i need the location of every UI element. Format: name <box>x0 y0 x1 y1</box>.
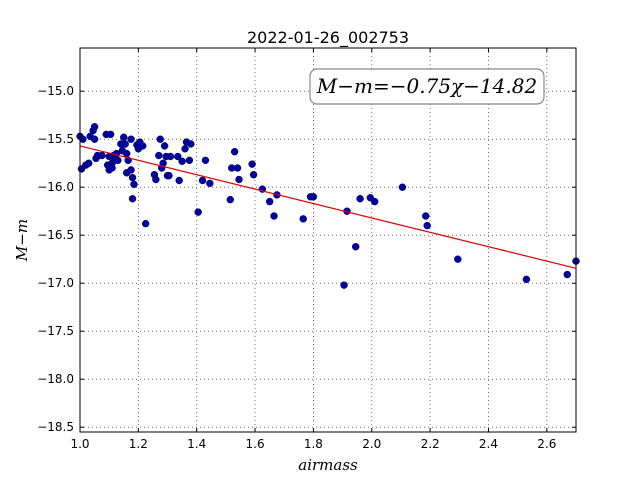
data-point <box>187 140 195 148</box>
data-point <box>178 157 186 165</box>
data-point <box>130 180 138 189</box>
data-point <box>206 179 214 188</box>
data-point <box>249 171 258 179</box>
data-point <box>106 130 115 139</box>
data-point <box>175 176 183 185</box>
data-point <box>156 135 164 143</box>
data-point <box>248 160 256 168</box>
data-point <box>522 275 531 284</box>
data-point <box>309 193 318 201</box>
data-point <box>201 156 210 165</box>
data-point <box>398 183 407 191</box>
data-point <box>423 221 431 230</box>
data-point <box>122 149 131 158</box>
data-point <box>165 171 173 180</box>
data-point <box>127 166 135 174</box>
data-point <box>370 197 379 206</box>
data-point <box>141 219 150 228</box>
data-point <box>226 195 234 204</box>
x-tick-label: 1.6 <box>246 437 265 451</box>
data-point <box>139 142 147 150</box>
fit-line-group <box>79 145 577 269</box>
data-point <box>174 152 182 161</box>
data-point <box>114 156 122 165</box>
data-point <box>230 147 239 156</box>
data-point <box>233 164 242 172</box>
data-point <box>454 255 462 263</box>
data-point <box>85 159 93 167</box>
data-point <box>155 151 163 160</box>
data-point <box>127 135 135 143</box>
data-point <box>270 212 278 220</box>
data-point <box>340 281 348 289</box>
axis-ticks: 1.0 1.2 1.4 1.6 1.8 2.0 2.2 2.4 2.6 −15.0 −15.5 −16… <box>37 48 576 451</box>
annotation-box <box>309 68 545 105</box>
data-point <box>90 135 99 143</box>
y-tick-label: −18.0 <box>37 372 74 386</box>
data-point <box>198 176 207 185</box>
data-points <box>76 123 580 289</box>
data-point <box>108 164 116 172</box>
y-tick-label: −15.5 <box>37 132 74 146</box>
y-tick-label: −16.0 <box>37 180 74 194</box>
y-tick-label: −16.5 <box>37 228 74 242</box>
fit-line <box>79 145 577 269</box>
x-axis-label: airmass <box>298 456 358 474</box>
data-point <box>356 195 364 203</box>
data-point <box>120 133 128 141</box>
data-point <box>160 142 169 150</box>
data-point <box>299 215 307 223</box>
fit-annotation: M−m=−0.75χ−14.82 <box>309 68 545 105</box>
y-tick-label: −17.5 <box>37 324 74 338</box>
data-point <box>128 195 137 203</box>
data-point <box>235 175 243 184</box>
data-point <box>90 123 99 131</box>
x-tick-label: 1.8 <box>304 437 323 451</box>
data-point <box>194 208 202 216</box>
grid <box>79 48 576 432</box>
annotation-text: M−m=−0.75χ−14.82 <box>316 74 537 98</box>
x-tick-label: 2.6 <box>537 437 556 451</box>
data-point <box>265 197 274 206</box>
chart-title: 2022-01-26_002753 <box>247 28 409 48</box>
x-tick-label: 2.0 <box>362 437 381 451</box>
data-point <box>166 152 175 161</box>
plot-frame <box>79 47 577 433</box>
data-point <box>181 145 189 153</box>
data-point <box>185 156 194 165</box>
x-tick-label: 1.2 <box>129 437 148 451</box>
data-point <box>352 243 360 251</box>
data-point <box>121 140 129 148</box>
x-tick-label: 2.2 <box>421 437 440 451</box>
y-axis-label: M−m <box>13 219 31 262</box>
x-tick-label: 2.4 <box>479 437 498 451</box>
x-tick-label: 1.4 <box>187 437 206 451</box>
data-point <box>152 175 160 184</box>
data-point <box>563 270 571 279</box>
y-tick-label: −17.0 <box>37 276 74 290</box>
data-point <box>422 212 430 220</box>
y-tick-label: −15.0 <box>37 84 74 98</box>
x-tick-label: 1.0 <box>70 437 89 451</box>
y-tick-label: −18.5 <box>37 420 74 434</box>
data-point <box>98 151 106 160</box>
data-point <box>128 173 137 182</box>
